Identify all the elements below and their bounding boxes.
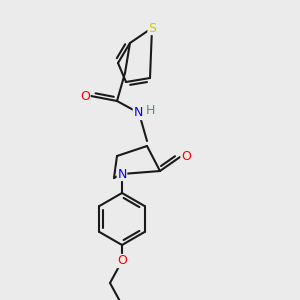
Text: O: O [80,89,90,103]
Text: H: H [145,103,155,116]
Text: N: N [117,167,127,181]
Text: N: N [133,106,143,119]
Text: O: O [181,151,191,164]
Text: S: S [148,22,156,34]
Text: O: O [117,254,127,268]
